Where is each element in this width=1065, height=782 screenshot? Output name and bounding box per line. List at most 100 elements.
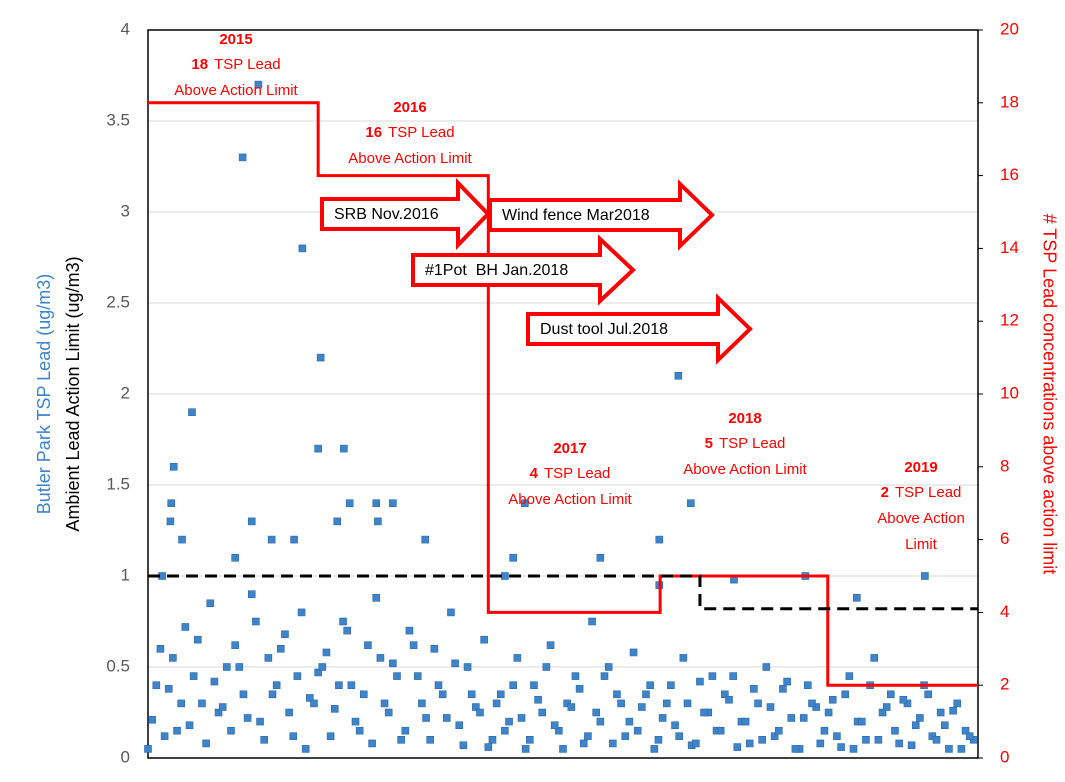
point xyxy=(538,708,547,717)
arrow xyxy=(488,179,715,251)
point xyxy=(907,741,916,750)
point xyxy=(285,708,293,717)
point xyxy=(870,654,879,662)
point xyxy=(340,444,348,453)
plot-frame xyxy=(147,29,979,759)
point xyxy=(252,617,260,626)
point xyxy=(501,572,509,580)
point xyxy=(932,735,941,744)
point xyxy=(463,663,472,671)
point xyxy=(646,681,654,690)
point xyxy=(254,80,263,89)
point xyxy=(891,726,899,735)
point xyxy=(413,672,422,680)
point xyxy=(426,735,435,744)
annotation-count-line: 4 TSP Lead xyxy=(530,465,611,482)
point xyxy=(733,743,742,751)
point xyxy=(841,690,850,699)
annotation-text: TSP Lead xyxy=(719,435,785,452)
point xyxy=(268,690,277,699)
point xyxy=(160,732,169,740)
point xyxy=(965,732,974,740)
point xyxy=(380,699,389,708)
point xyxy=(525,735,534,744)
point xyxy=(297,608,306,617)
annotation-count-line: 18 TSP Lead xyxy=(191,56,280,73)
arrow xyxy=(320,178,491,250)
point xyxy=(166,517,175,526)
point xyxy=(293,672,302,680)
point xyxy=(238,153,247,162)
y-tick-label: 2.5 xyxy=(106,292,130,311)
point xyxy=(530,681,538,690)
point xyxy=(853,594,861,602)
point xyxy=(617,699,625,708)
point xyxy=(318,663,327,671)
point xyxy=(310,699,318,708)
point xyxy=(745,739,754,748)
point xyxy=(613,690,621,699)
y2-tick-label: 16 xyxy=(1000,165,1019,184)
point xyxy=(521,745,530,753)
point xyxy=(721,690,729,699)
point xyxy=(575,685,584,693)
point xyxy=(509,553,518,562)
point xyxy=(194,635,202,644)
point xyxy=(188,408,196,417)
point xyxy=(799,714,808,722)
point xyxy=(393,672,401,680)
point xyxy=(480,635,488,644)
point xyxy=(621,732,630,740)
point xyxy=(339,617,347,626)
y2-tick-label: 18 xyxy=(1000,92,1019,111)
step-line xyxy=(148,101,978,687)
annotation-count: 16 xyxy=(365,124,382,141)
point xyxy=(521,499,529,508)
point xyxy=(770,732,779,740)
point xyxy=(455,721,464,730)
point xyxy=(276,644,285,653)
point xyxy=(741,717,750,726)
y-tick-label: 1.5 xyxy=(106,474,130,493)
point xyxy=(517,714,526,722)
point xyxy=(206,599,215,608)
point xyxy=(359,690,368,699)
arrow-label: #1Pot BH Jan.2018 xyxy=(425,262,568,279)
point xyxy=(343,626,352,635)
point xyxy=(351,717,360,726)
point xyxy=(940,721,949,730)
point xyxy=(156,644,165,653)
point xyxy=(567,703,576,711)
point xyxy=(306,694,314,702)
point xyxy=(828,695,837,704)
point xyxy=(347,681,356,690)
point xyxy=(758,735,767,744)
y2-tick-label: 6 xyxy=(1000,529,1009,548)
point xyxy=(164,685,173,693)
point xyxy=(289,732,298,740)
y2-tick-label: 12 xyxy=(1000,311,1019,330)
annotation-text: Above Action Limit xyxy=(174,82,298,99)
y2-tick-label: 10 xyxy=(1000,383,1019,402)
point xyxy=(638,703,646,711)
point xyxy=(484,743,493,751)
point xyxy=(438,690,447,699)
point xyxy=(953,699,962,708)
y-tick-label: 2 xyxy=(121,383,130,402)
y2-tick-label: 14 xyxy=(1000,238,1019,257)
point xyxy=(592,708,601,717)
point xyxy=(961,726,970,735)
point xyxy=(596,717,605,726)
point xyxy=(384,708,393,717)
point xyxy=(333,517,342,526)
point xyxy=(167,499,176,508)
point xyxy=(322,648,331,657)
point xyxy=(178,535,186,544)
y2-tick-label: 20 xyxy=(1000,19,1019,38)
point xyxy=(376,654,385,662)
point xyxy=(579,739,588,748)
point xyxy=(625,717,634,726)
point xyxy=(674,371,683,380)
point xyxy=(330,705,339,713)
point xyxy=(899,695,908,704)
